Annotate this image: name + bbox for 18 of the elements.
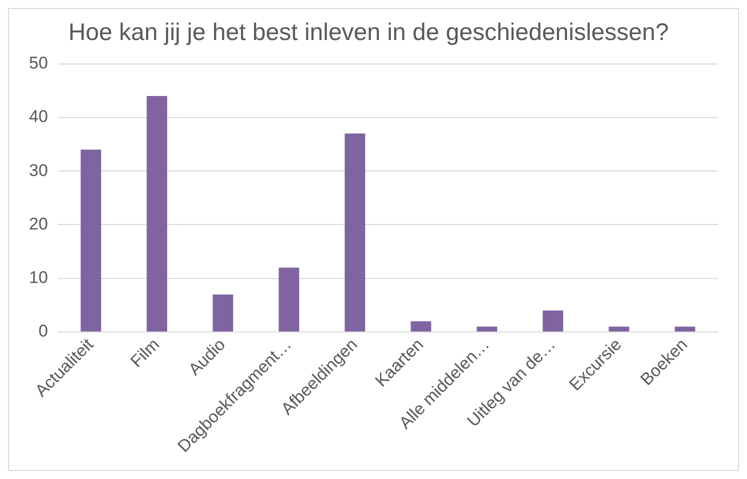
bar [608,326,630,332]
x-tick-label: Film [126,334,164,372]
y-tick-label: 20 [28,214,48,234]
bar [542,310,564,332]
bar [278,268,300,332]
bar [476,326,498,332]
bar [146,96,168,332]
y-tick-label: 0 [38,322,48,341]
y-tick-label: 40 [28,107,48,126]
bar [80,150,102,332]
bar [344,134,366,332]
y-tick-label: 30 [28,160,48,180]
bar [410,321,432,332]
bar [674,326,696,332]
chart-title: Hoe kan jij je het best inleven in de geschiedenislessen? [68,19,669,46]
y-tick-label: 50 [28,53,48,72]
y-tick-label: 10 [28,268,48,288]
bar [212,294,234,332]
